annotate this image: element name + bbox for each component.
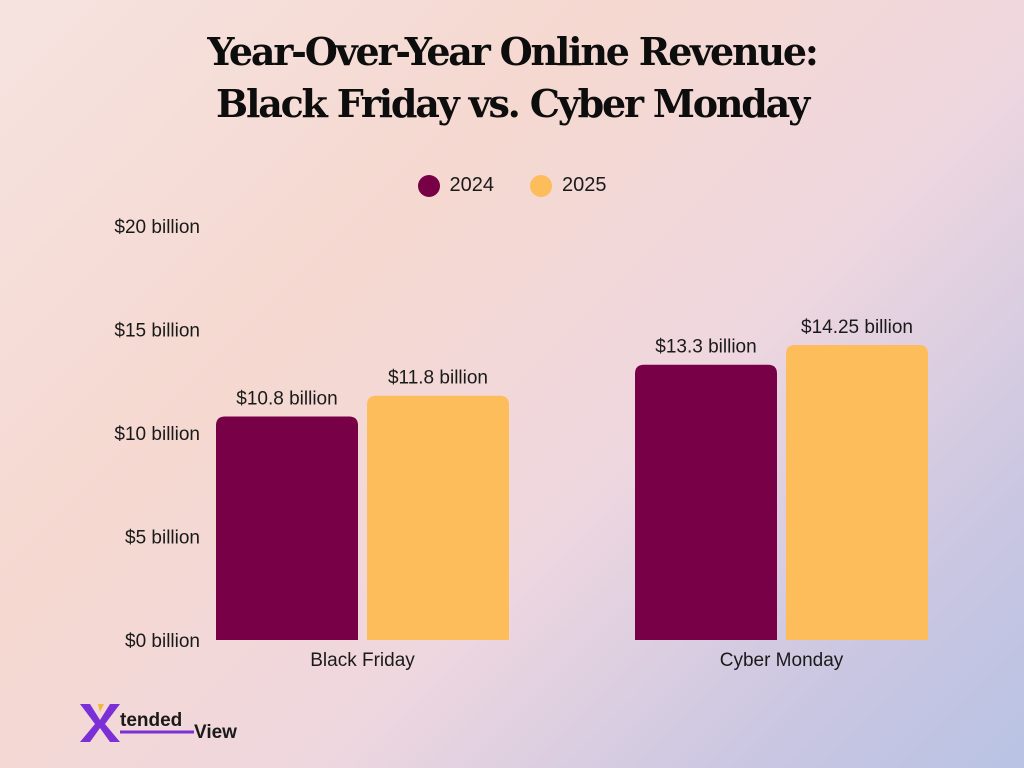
data-label: $14.25 billion bbox=[801, 317, 913, 338]
bar-2025-1 bbox=[786, 345, 928, 640]
chart-title: Year-Over-Year Online Revenue: Black Fri… bbox=[0, 26, 1024, 130]
legend-label-2024: 2024 bbox=[449, 174, 495, 196]
bar-2024-1 bbox=[635, 364, 777, 640]
legend-label-2025: 2025 bbox=[562, 174, 607, 196]
legend-item-2025: 2025 bbox=[530, 174, 607, 197]
bar-2025-0 bbox=[367, 395, 509, 640]
y-tick-label: $20 billion bbox=[114, 217, 200, 238]
legend-swatch-2025 bbox=[530, 174, 552, 197]
chart-title-line-1: Year-Over-Year Online Revenue: bbox=[207, 29, 819, 74]
y-tick-label: $5 billion bbox=[125, 528, 200, 549]
chart-title-line-2: Black Friday vs. Cyber Monday bbox=[216, 81, 810, 126]
bar-2024-0 bbox=[216, 416, 358, 640]
svg-text:tended: tended bbox=[120, 710, 182, 731]
y-tick-label: $0 billion bbox=[125, 631, 200, 652]
xtendedview-logo: tended View bbox=[80, 704, 237, 743]
x-tick-label: Cyber Monday bbox=[720, 650, 844, 671]
legend: 2024 2025 bbox=[0, 174, 1024, 197]
y-tick-label: $15 billion bbox=[114, 321, 200, 342]
svg-text:View: View bbox=[194, 722, 237, 743]
data-label: $13.3 billion bbox=[655, 337, 756, 358]
x-tick-label: Black Friday bbox=[310, 650, 415, 671]
y-tick-label: $10 billion bbox=[114, 424, 200, 445]
legend-item-2024: 2024 bbox=[417, 174, 495, 197]
data-label: $11.8 billion bbox=[388, 368, 488, 389]
data-label: $10.8 billion bbox=[236, 388, 337, 409]
legend-swatch-2024 bbox=[417, 174, 440, 197]
